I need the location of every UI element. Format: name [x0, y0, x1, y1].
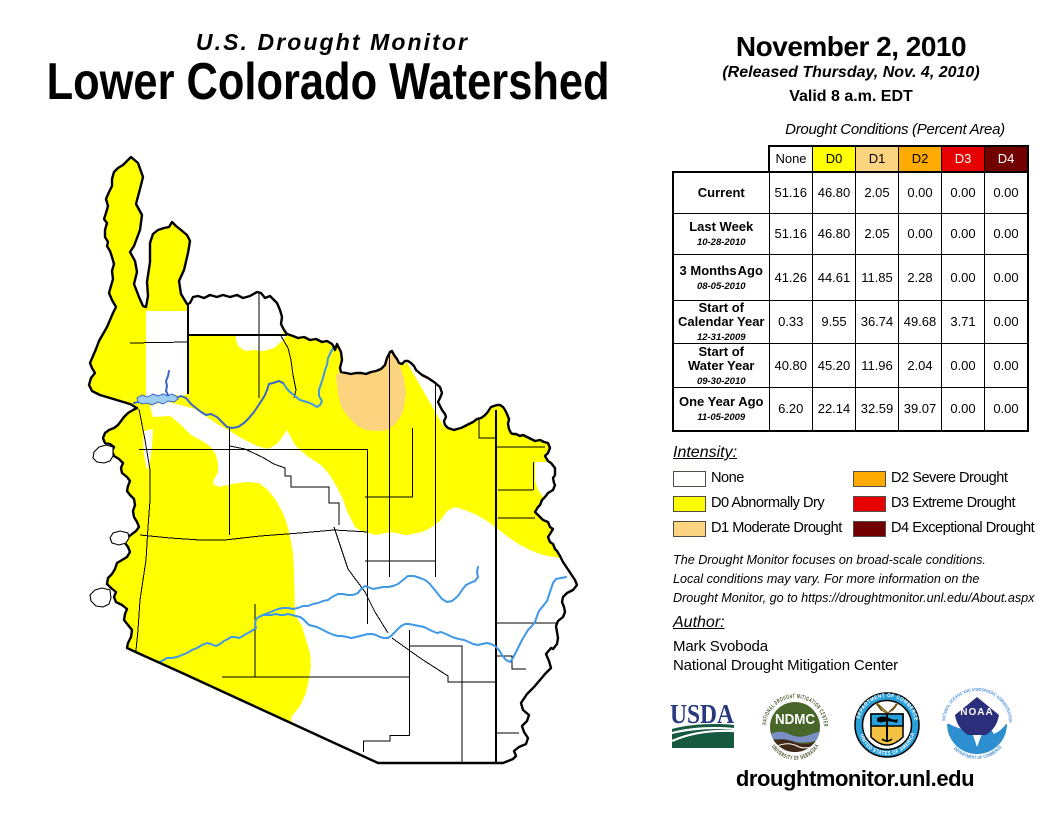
- svg-text:USDA: USDA: [670, 699, 734, 729]
- svg-text:NDMC: NDMC: [775, 712, 815, 728]
- svg-text:NOAA: NOAA: [960, 707, 993, 718]
